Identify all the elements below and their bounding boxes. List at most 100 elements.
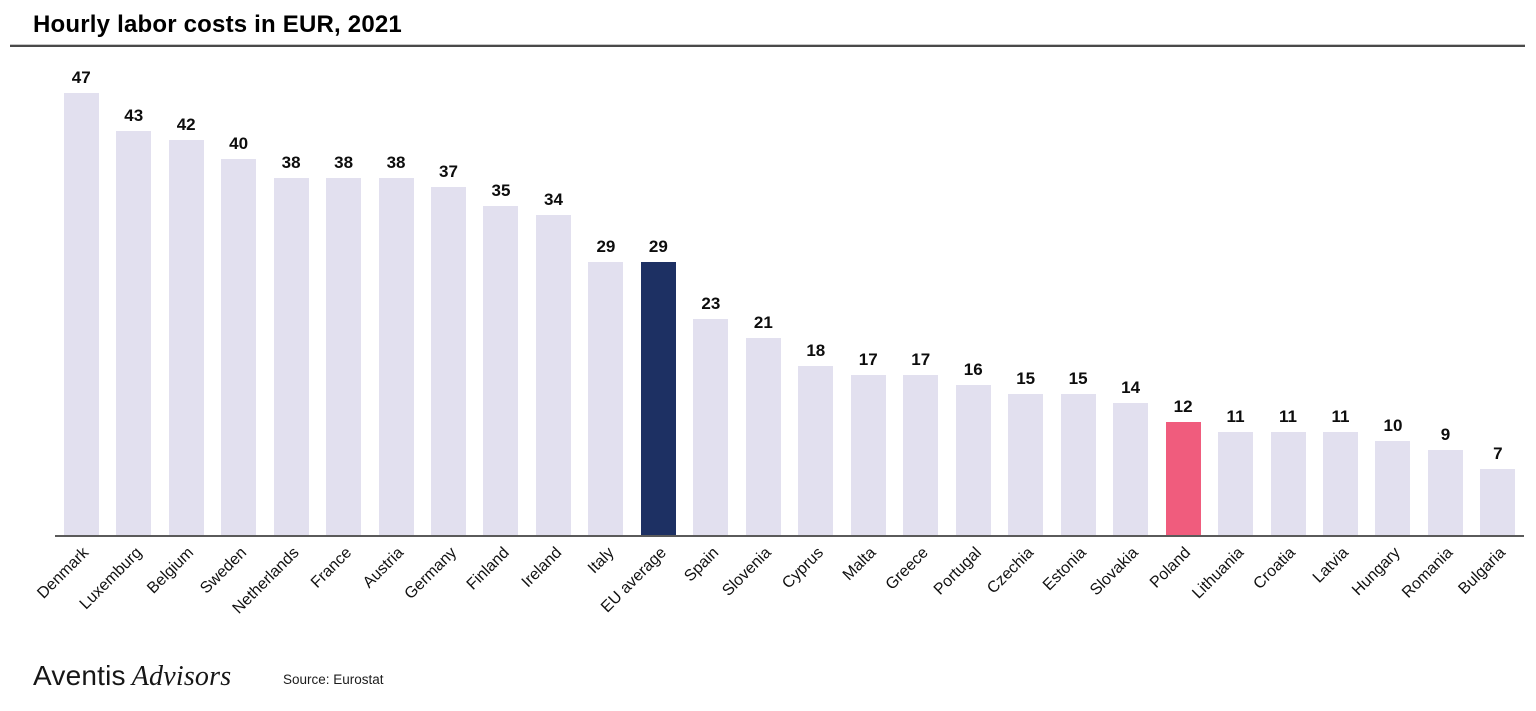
bar-value-label: 35 (491, 181, 511, 200)
bar-value-label: 43 (124, 105, 144, 125)
bar-column-austria: 38 Austria (360, 57, 422, 592)
bar-column-denmark: 47 Denmark (35, 57, 107, 602)
bar-rect (535, 215, 571, 535)
bar-rect (1480, 469, 1516, 535)
bar-column-germany: 37 Germany (401, 57, 474, 603)
x-axis-tick-label: Hungary (1349, 544, 1405, 600)
bar-rect (1165, 422, 1201, 535)
x-axis-tick-label: Spain (681, 544, 723, 586)
x-axis-tick-label: Bulgaria (1455, 544, 1510, 598)
x-axis-tick-label: Italy (584, 544, 618, 578)
x-axis-tick-label: Poland (1147, 544, 1195, 592)
bar-column-ireland: 34 Ireland (518, 57, 579, 591)
bar-column-eu-average: 29 EU average (598, 57, 684, 616)
source-attribution: Source: Eurostat (283, 672, 384, 687)
bar-rect (955, 384, 991, 535)
bar-rect (693, 318, 729, 535)
bar-rect (1375, 441, 1411, 535)
bar-value-label: 12 (1173, 397, 1193, 417)
bar-column-slovenia: 21 Slovenia (719, 57, 789, 600)
bar-rect (63, 93, 99, 535)
aventis-advisors-logo: Aventis Advisors (33, 660, 231, 693)
bar-column-greece: 17 Greece (883, 57, 947, 593)
bar-rect (588, 262, 624, 535)
x-axis-tick-label: Malta (839, 544, 880, 584)
bar-value-label: 34 (543, 190, 563, 210)
x-axis-tick-label: Greece (882, 544, 933, 594)
bar-column-france: 38 France (308, 57, 369, 592)
bar-value-label: 29 (596, 237, 616, 257)
bar-value-label: 38 (334, 152, 354, 172)
bar-column-poland: 12 Poland (1147, 57, 1209, 592)
bar-column-romania: 9 Romania (1399, 57, 1471, 602)
bar-value-label: 40 (229, 134, 249, 153)
logo-text-secondary: Advisors (131, 661, 232, 692)
bar-column-slovakia: 14 Slovakia (1087, 57, 1156, 599)
bar-value-label: 21 (753, 312, 773, 332)
bar-column-latvia: 11 Latvia (1310, 57, 1366, 587)
bar-value-label: 38 (386, 152, 406, 172)
bar-column-lithuania: 11 Lithuania (1189, 57, 1261, 602)
bar-column-croatia: 11 Croatia (1251, 57, 1314, 593)
bar-value-label: 38 (281, 152, 301, 172)
bar-value-label: 17 (911, 350, 931, 370)
bar-column-spain: 23 Spain (681, 57, 737, 585)
bar-value-label: 10 (1383, 416, 1403, 435)
x-axis-tick-label: Estonia (1039, 544, 1090, 595)
bar-value-label: 47 (71, 68, 91, 88)
bar-rect (273, 177, 309, 535)
bar-rect (1060, 394, 1096, 535)
bar-value-label: 15 (1016, 369, 1036, 388)
bar-column-sweden: 40 Sweden (197, 57, 264, 597)
x-axis-tick-label: Sweden (197, 544, 250, 598)
bar-value-label: 42 (176, 115, 196, 135)
x-axis-tick-label: Latvia (1309, 544, 1352, 587)
x-axis-tick-label: Cyprus (779, 544, 828, 593)
bar-value-label: 14 (1121, 378, 1141, 398)
x-axis-tick-label: Croatia (1250, 544, 1300, 593)
bar-column-luxemburg: 43 Luxemburg (76, 57, 159, 613)
bar-rect (378, 177, 414, 535)
x-axis-tick-label: Finland (463, 544, 513, 594)
x-axis-tick-label: Portugal (930, 544, 985, 599)
bar-column-estonia: 15 Estonia (1040, 57, 1104, 594)
bar-rect (221, 159, 257, 535)
x-axis-tick-label: Germany (401, 544, 460, 603)
bar-rect (850, 375, 886, 535)
bar-value-label: 23 (701, 293, 721, 313)
bar-rect (1427, 450, 1463, 535)
bar-rect (431, 187, 467, 535)
bar-column-portugal: 16 Portugal (930, 57, 999, 598)
bar-value-label: 16 (963, 359, 983, 379)
bar-column-malta: 17 Malta (840, 57, 894, 584)
bar-rect (1113, 403, 1149, 535)
x-axis-tick-label: Ireland (518, 544, 565, 591)
bar-rect (1322, 431, 1358, 535)
bar-rect (483, 206, 519, 535)
bar-chart-plot-area: 47 Denmark 43 Luxemburg 42 Belgium 40 Sweden 38 N… (35, 57, 1524, 617)
bar-column-italy: 29 Italy (580, 57, 632, 577)
bar-rect (168, 140, 204, 535)
title-divider-line (10, 44, 1525, 47)
bar-rect (1270, 431, 1306, 535)
bar-column-netherlands: 38 Netherlands (229, 57, 317, 617)
bar-value-label: 9 (1440, 425, 1451, 445)
x-axis-tick-label: France (307, 544, 355, 592)
x-axis-tick-label: Romania (1399, 544, 1457, 602)
bar-rect (1008, 394, 1044, 535)
x-axis-tick-label: Lithuania (1188, 544, 1247, 603)
bar-rect (640, 262, 676, 535)
logo-text-primary: Aventis (33, 660, 126, 691)
bar-column-belgium: 42 Belgium (145, 57, 212, 597)
bar-rect (798, 365, 834, 535)
bar-rect (903, 375, 939, 535)
bar-value-label: 11 (1331, 406, 1350, 426)
bar-rect (745, 337, 781, 535)
bar-value-label: 7 (1493, 444, 1503, 464)
bar-value-label: 15 (1068, 369, 1088, 388)
x-axis-tick-label: Austria (360, 544, 408, 592)
bar-value-label: 11 (1226, 406, 1245, 426)
bar-column-cyprus: 18 Cyprus (779, 57, 842, 592)
bar-value-label: 29 (648, 237, 668, 257)
